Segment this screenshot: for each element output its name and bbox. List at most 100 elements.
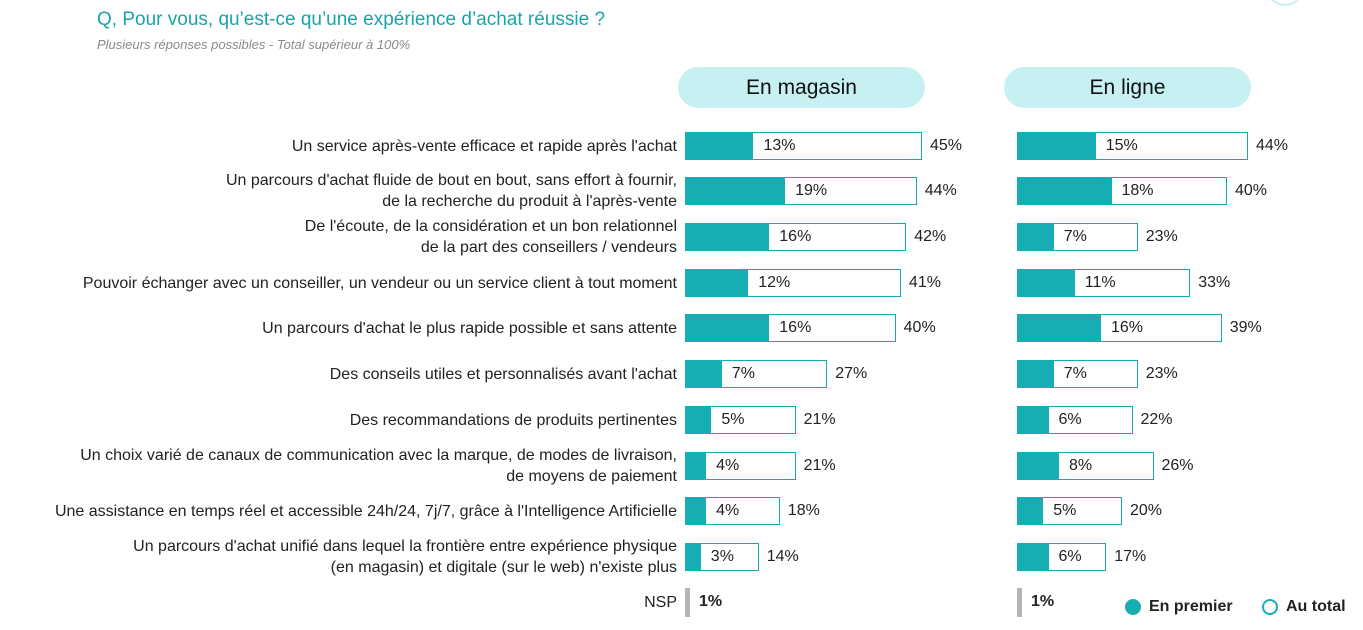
value-label-first-ligne: 18% (1121, 182, 1154, 199)
value-label-total-magasin: 21% (803, 411, 836, 428)
value-label-first-ligne: 6% (1058, 411, 1082, 428)
bar-first-ligne (1017, 177, 1112, 205)
value-label-first-ligne: 7% (1063, 365, 1087, 382)
category-label-line: Un choix varié de canaux de communicatio… (80, 447, 677, 464)
value-label-first-ligne: 6% (1058, 548, 1082, 565)
value-label-first-magasin: 3% (710, 548, 734, 565)
panel-header-magasin: En magasin (678, 67, 925, 108)
value-label-total-ligne: 17% (1114, 548, 1147, 565)
category-label: De l'écoute, de la considération et un b… (305, 216, 677, 258)
nsp-value-ligne: 1% (1031, 593, 1055, 610)
value-label-first-magasin: 16% (779, 228, 812, 245)
value-label-first-magasin: 7% (731, 365, 755, 382)
value-label-total-ligne: 40% (1235, 182, 1268, 199)
category-label: Des recommandations de produits pertinen… (350, 410, 677, 431)
value-label-total-magasin: 18% (787, 502, 820, 519)
value-label-first-magasin: 4% (716, 457, 740, 474)
bar-first-ligne (1017, 452, 1059, 480)
category-label-line: de la recherche du produit à l'après-ven… (382, 193, 677, 210)
nsp-label: NSP (644, 594, 677, 611)
category-label-line: (en magasin) et digitale (sur le web) n'… (330, 559, 677, 576)
value-label-total-ligne: 44% (1256, 137, 1289, 154)
bar-first-magasin (685, 452, 707, 480)
bar-first-magasin (685, 360, 722, 388)
value-label-total-ligne: 22% (1140, 411, 1173, 428)
value-label-first-ligne: 11% (1084, 274, 1116, 291)
category-label: Un parcours d'achat unifié dans lequel l… (133, 536, 677, 578)
value-label-total-magasin: 40% (903, 319, 936, 336)
bar-first-ligne (1017, 314, 1101, 342)
category-label-line: Pouvoir échanger avec un conseiller, un … (82, 274, 677, 292)
value-label-first-magasin: 16% (779, 319, 812, 336)
panel-header-ligne: En ligne (1004, 67, 1251, 108)
bar-first-ligne (1017, 406, 1049, 434)
value-label-total-magasin: 14% (766, 548, 799, 565)
category-label-line: de moyens de paiement (506, 468, 677, 485)
category-label-line: Un service après-vente efficace et rapid… (291, 137, 677, 155)
value-label-total-ligne: 20% (1130, 502, 1163, 519)
bar-first-magasin (685, 177, 786, 205)
bar-first-ligne (1017, 269, 1075, 297)
bar-first-magasin (685, 269, 749, 297)
category-label: Une assistance en temps réel et accessib… (55, 501, 677, 522)
bar-first-ligne (1017, 132, 1096, 160)
value-label-total-ligne: 23% (1145, 365, 1178, 382)
value-label-first-magasin: 4% (716, 502, 740, 519)
category-label-line: Une assistance en temps réel et accessib… (54, 502, 677, 520)
value-label-first-magasin: 5% (721, 411, 745, 428)
bar-first-magasin (685, 406, 712, 434)
legend-filled-dot-icon (1125, 599, 1141, 615)
bar-first-magasin (685, 223, 770, 251)
nsp-bar-magasin (685, 588, 690, 617)
bar-first-ligne (1017, 360, 1054, 388)
legend-item-total: Au total (1262, 598, 1346, 616)
value-label-first-ligne: 8% (1069, 457, 1093, 474)
category-label-line: Des conseils utiles et personnalisés ava… (329, 365, 677, 383)
value-label-first-magasin: 19% (795, 182, 828, 199)
question-subtitle: Plusieurs réponses possibles - Total sup… (97, 37, 411, 52)
nsp-value-magasin: 1% (699, 593, 723, 610)
bar-first-ligne (1017, 223, 1054, 251)
legend-label-first: En premier (1149, 598, 1233, 615)
category-label: Un choix varié de canaux de communicatio… (80, 445, 677, 487)
bar-first-magasin (685, 543, 701, 571)
question-title: Q, Pour vous, qu’est-ce qu’une expérienc… (97, 9, 606, 30)
category-label: Un service après-vente efficace et rapid… (292, 136, 677, 157)
bar-first-ligne (1017, 543, 1049, 571)
category-label-line: Des recommandations de produits pertinen… (349, 411, 677, 429)
value-label-total-magasin: 41% (908, 274, 941, 291)
nsp-bar-ligne (1017, 588, 1022, 617)
legend-label-total: Au total (1286, 598, 1346, 615)
value-label-total-magasin: 27% (835, 365, 868, 382)
value-label-first-ligne: 15% (1105, 137, 1138, 154)
value-label-first-magasin: 12% (758, 274, 791, 291)
legend-item-first: En premier (1125, 598, 1233, 616)
value-label-total-magasin: 21% (803, 457, 836, 474)
category-label-line: De l'écoute, de la considération et un b… (304, 218, 677, 235)
value-label-total-magasin: 45% (930, 137, 963, 154)
value-label-first-magasin: 13% (763, 137, 796, 154)
value-label-total-ligne: 26% (1161, 457, 1194, 474)
category-label-line: de la part des conseillers / vendeurs (420, 239, 677, 256)
bar-first-ligne (1017, 497, 1044, 525)
bar-first-magasin (685, 497, 707, 525)
value-label-total-ligne: 33% (1198, 274, 1231, 291)
value-label-total-magasin: 42% (914, 228, 947, 245)
value-label-total-ligne: 23% (1145, 228, 1178, 245)
category-label-line: Un parcours d'achat fluide de bout en bo… (225, 172, 677, 189)
value-label-first-ligne: 16% (1111, 319, 1144, 336)
category-label: Un parcours d'achat fluide de bout en bo… (226, 170, 677, 212)
category-label: Des conseils utiles et personnalisés ava… (330, 364, 677, 385)
bar-first-magasin (685, 314, 770, 342)
value-label-first-ligne: 5% (1053, 502, 1077, 519)
legend-outline-dot-icon (1262, 599, 1278, 615)
category-label: Pouvoir échanger avec un conseiller, un … (83, 273, 677, 294)
category-label: Un parcours d'achat le plus rapide possi… (262, 318, 677, 339)
value-label-total-magasin: 44% (924, 182, 957, 199)
corner-decoration (1269, 0, 1301, 6)
value-label-total-ligne: 39% (1229, 319, 1262, 336)
category-label-line: Un parcours d'achat le plus rapide possi… (262, 319, 677, 337)
bar-first-magasin (685, 132, 754, 160)
category-label-line: Un parcours d'achat unifié dans lequel l… (133, 538, 677, 555)
value-label-first-ligne: 7% (1063, 228, 1087, 245)
